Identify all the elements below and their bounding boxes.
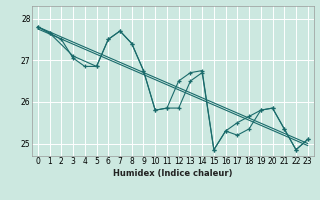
- X-axis label: Humidex (Indice chaleur): Humidex (Indice chaleur): [113, 169, 233, 178]
